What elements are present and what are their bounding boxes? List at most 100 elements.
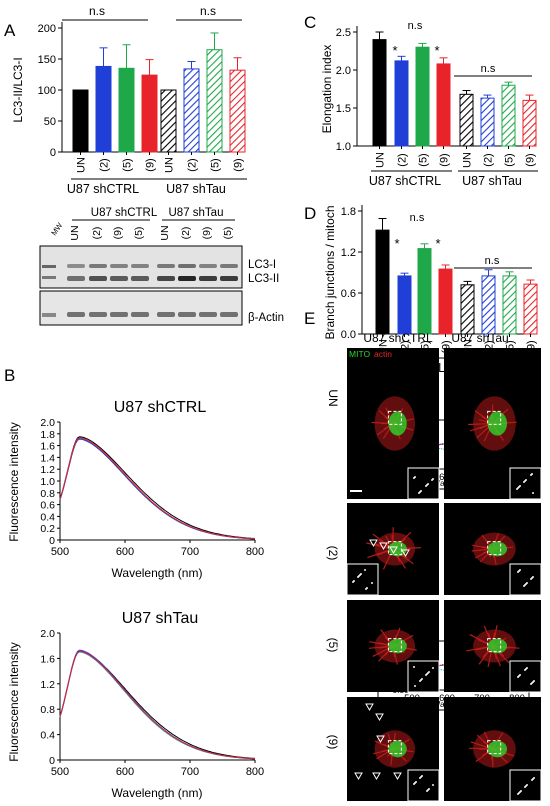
- panel-letter-b: B: [4, 366, 15, 385]
- microscopy-image: [444, 697, 541, 801]
- x-tick-label: UN: [462, 152, 474, 168]
- mito-dot: [432, 667, 434, 669]
- bar: [503, 276, 516, 334]
- y-tick-label: 0.4: [40, 730, 55, 742]
- mitochondria-cluster: [488, 741, 507, 758]
- blot-band-lc3-i: [199, 264, 217, 268]
- series-line: [60, 437, 255, 539]
- blot-band-actin: [178, 312, 196, 317]
- y-axis-label: LC3-II/LC3-I: [11, 57, 25, 122]
- bar: [523, 100, 536, 146]
- y-tick-label: 2.0: [40, 417, 55, 429]
- blot-lane-label: (2): [180, 227, 192, 240]
- y-tick-label: 1.8: [341, 206, 356, 218]
- blot-band-lc3-i: [67, 264, 85, 268]
- microscopy-image: [444, 348, 541, 499]
- x-tick-label: (5): [210, 158, 222, 171]
- zoom-inset: [347, 564, 378, 595]
- x-tick-label: 700: [181, 546, 199, 558]
- mito-dot: [431, 479, 433, 481]
- x-tick-label: (5): [418, 153, 430, 166]
- blot-band-lc3-i: [178, 264, 196, 268]
- mitochondria-cluster: [388, 411, 406, 435]
- blot-band-lc3-ii: [157, 276, 175, 281]
- mito-dot: [524, 669, 526, 671]
- x-tick-label: (9): [525, 153, 537, 166]
- blot-band-actin: [67, 312, 85, 317]
- y-tick-label: 100: [38, 85, 56, 97]
- bar: [481, 98, 494, 146]
- bar: [439, 269, 452, 334]
- mito-dot: [523, 481, 525, 483]
- blot-band-lc3-ii: LC3-II: [248, 273, 279, 285]
- blot-band-actin: [110, 312, 128, 317]
- bar: [502, 85, 515, 146]
- group-label: U87 shTau: [462, 174, 522, 188]
- e-col-left: U87 shCTRL: [363, 331, 433, 345]
- microscopy-panel: U87 shCTRL U87 shTau MITO actin UN (2) (…: [326, 331, 541, 801]
- blot-band-lc3-ii: [178, 276, 196, 281]
- blot-lane-label: (5): [222, 227, 234, 240]
- bar: [142, 75, 157, 152]
- b-bottom-xlabel: Wavelength (nm): [112, 786, 203, 800]
- sig-d-group: n.s: [485, 255, 500, 267]
- mito-dot: [531, 779, 533, 781]
- x-tick-label: UN: [76, 157, 88, 173]
- panel-letter-d: D: [304, 204, 316, 223]
- y-tick-label: 1.5: [336, 103, 351, 115]
- blot-band-lc3-i: [89, 264, 107, 268]
- microscopy-image: [444, 503, 541, 595]
- b-top-xlabel: Wavelength (nm): [112, 566, 203, 580]
- bar: [482, 276, 495, 334]
- y-tick-label: 1.0: [40, 476, 55, 488]
- mito-dot: [524, 786, 526, 788]
- mito-dot: [413, 477, 415, 479]
- sig-c-group: n.s: [481, 63, 496, 75]
- mito-dot: [517, 676, 519, 678]
- blot-band-actin: [89, 312, 107, 317]
- blot-band-lc3-ii: [110, 276, 128, 281]
- blot-band-actin: [220, 312, 238, 317]
- panel-letter-a: A: [4, 21, 16, 40]
- y-tick-label: 0: [50, 147, 56, 159]
- y-tick-label: 2.0: [336, 65, 351, 77]
- x-tick-label: UN: [164, 157, 176, 173]
- blot-band-ladder: [42, 313, 56, 317]
- e-row-un: UN: [326, 389, 340, 406]
- y-tick-label: 1.2: [40, 464, 55, 476]
- microscopy-image: [444, 600, 541, 692]
- bar-chart-a: 050100150200LC3-II/LC3-IUN(2)(5)(9)UN(2)…: [11, 20, 247, 196]
- mito-dot: [517, 793, 519, 795]
- series-line: [60, 438, 255, 539]
- y-tick-label: 1.0: [336, 141, 351, 153]
- x-tick-label: (2): [99, 158, 111, 171]
- mito-dot: [413, 783, 415, 785]
- e-legend-mito: MITO: [349, 349, 370, 359]
- group-label: U87 shCTRL: [369, 174, 441, 188]
- group-label: U87 shCTRL: [67, 182, 139, 196]
- mito-dot: [418, 492, 420, 494]
- bar: [230, 70, 245, 152]
- bar: [416, 47, 429, 146]
- zoom-inset: [510, 661, 541, 692]
- y-tick-label: 150: [38, 54, 56, 66]
- b-top-ylabel: Fluorescence intensity: [7, 422, 21, 541]
- mito-dot: [432, 784, 434, 786]
- blot-band-lc3-ii: [67, 276, 85, 281]
- bar: [96, 66, 111, 152]
- e-row-2: (2): [326, 546, 340, 561]
- bar: [461, 285, 474, 334]
- blot-band-lc3-i: [220, 264, 238, 268]
- bar: [376, 230, 389, 334]
- blot-band-ladder: [42, 265, 56, 268]
- e-row-5: (5): [326, 638, 340, 653]
- blot-band-actin: [199, 312, 217, 317]
- x-tick-label: (9): [233, 158, 245, 171]
- mito-dot: [523, 585, 525, 587]
- blot-lane-label: UN: [69, 225, 81, 240]
- sig-a-left: n.s: [89, 4, 105, 18]
- y-tick-label: 0.8: [40, 488, 55, 500]
- y-tick-label: 2.0: [40, 628, 55, 640]
- microscopy-grid: [347, 348, 541, 801]
- blot-membrane-actin: [40, 291, 242, 325]
